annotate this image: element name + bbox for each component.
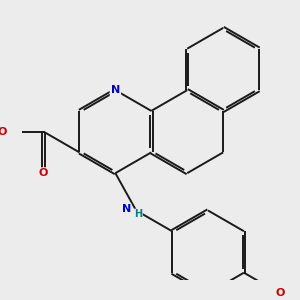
Text: N: N — [122, 204, 131, 214]
Text: O: O — [275, 288, 284, 298]
Text: O: O — [0, 127, 7, 136]
Text: H: H — [134, 209, 142, 219]
Text: O: O — [39, 168, 48, 178]
Text: N: N — [111, 85, 120, 95]
